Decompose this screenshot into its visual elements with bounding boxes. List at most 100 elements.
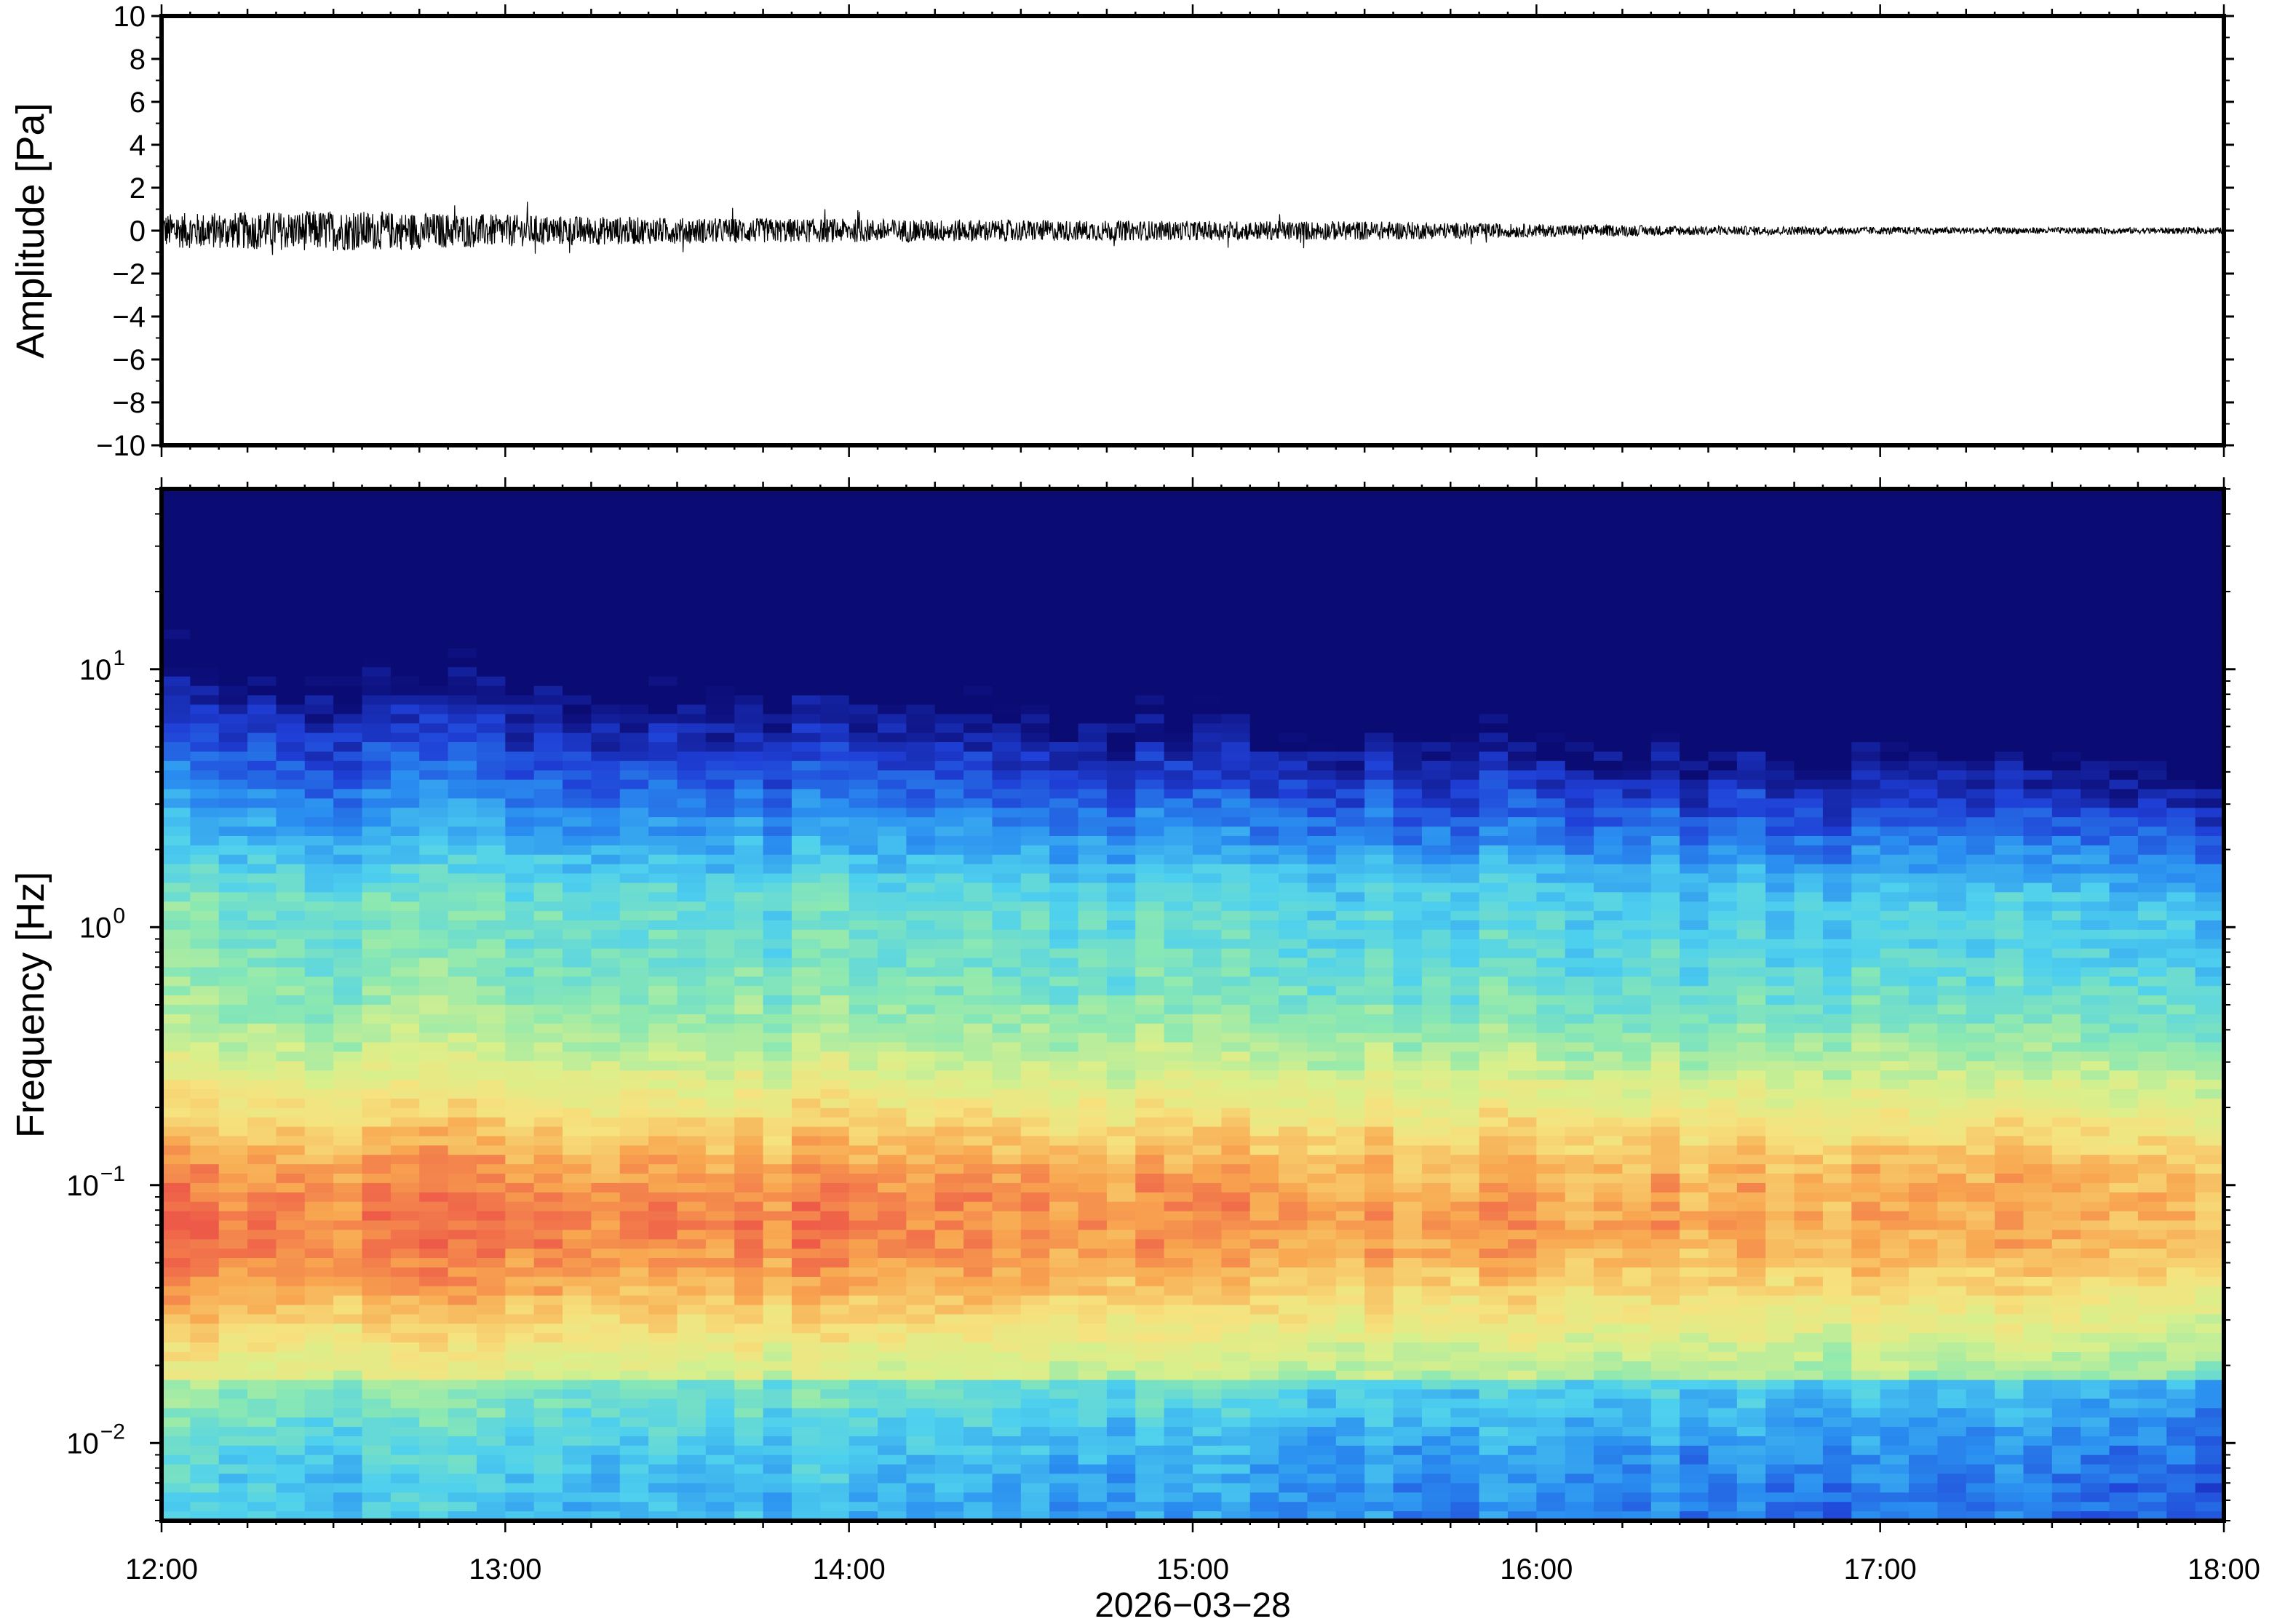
- spectrogram-cell: [505, 714, 535, 725]
- spectrogram-cell: [448, 854, 477, 865]
- spectrogram-cell: [734, 1427, 764, 1437]
- spectrogram-cell: [1135, 1295, 1165, 1306]
- spectrogram-cell: [878, 1117, 907, 1128]
- spectrogram-cell: [304, 1164, 334, 1174]
- spectrogram-cell: [820, 854, 850, 865]
- spectrogram-cell: [1307, 779, 1337, 790]
- spectrogram-cell: [677, 1080, 707, 1090]
- spectrogram-cell: [218, 1324, 248, 1334]
- spectrogram-cell: [476, 873, 506, 884]
- spectrogram-cell: [1335, 1070, 1365, 1080]
- spectrogram-cell: [992, 704, 1022, 715]
- spectrogram-cell: [963, 817, 993, 827]
- spectrogram-cell: [247, 779, 277, 790]
- spectrogram-cell: [591, 948, 621, 959]
- spectrogram-cell: [963, 1164, 993, 1174]
- spectrogram-cell: [992, 1230, 1022, 1241]
- spectrogram-cell: [849, 723, 878, 733]
- spectrogram-cell: [1335, 620, 1365, 631]
- spectrogram-cell: [1335, 1061, 1365, 1072]
- spectrogram-cell: [1135, 620, 1165, 631]
- spectrogram-cell: [591, 1155, 621, 1165]
- spectrogram-cell: [934, 1417, 964, 1428]
- spectrogram-cell: [934, 892, 964, 902]
- spectrogram-cell: [906, 1380, 936, 1390]
- spectrogram-cell: [1135, 873, 1165, 884]
- spectrogram-cell: [934, 967, 964, 978]
- spectrogram-cell: [992, 1286, 1022, 1297]
- spectrogram-cell: [1393, 1051, 1423, 1062]
- spectrogram-cell: [992, 1032, 1022, 1043]
- spectrogram-cell: [276, 892, 306, 902]
- spectrogram-cell: [190, 920, 220, 931]
- spectrogram-cell: [878, 911, 907, 921]
- spectrogram-cell: [1364, 1473, 1394, 1484]
- spectrogram-cell: [1164, 1098, 1193, 1109]
- spectrogram-cell: [1279, 760, 1308, 771]
- spectrogram-cell: [1393, 948, 1423, 959]
- spectrogram-cell: [1193, 958, 1223, 968]
- spectrogram-cell: [419, 948, 449, 959]
- spectrogram-cell: [362, 658, 392, 668]
- spectrogram-cell: [820, 517, 850, 528]
- spectrogram-cell: [677, 751, 707, 762]
- spectrogram-cell: [591, 1136, 621, 1147]
- spectrogram-cell: [763, 1454, 792, 1465]
- spectrogram-cell: [591, 582, 621, 593]
- spectrogram-cell: [304, 789, 334, 800]
- spectrogram-cell: [1020, 723, 1050, 733]
- spectrogram-cell: [1078, 995, 1108, 1006]
- spectrogram-cell: [1279, 1042, 1308, 1053]
- spectrogram-cell: [1249, 601, 1279, 612]
- spectrogram-cell: [362, 601, 392, 612]
- spectrogram-cell: [1307, 1249, 1337, 1259]
- spectrogram-cell: [362, 1380, 392, 1390]
- spectrogram-cell: [1307, 1005, 1337, 1015]
- spectrogram-cell: [878, 1408, 907, 1418]
- spectrogram-cell: [1078, 648, 1108, 658]
- spectrogram-cell: [705, 883, 736, 893]
- spectrogram-cell: [533, 901, 563, 912]
- spectrogram-cell: [563, 1089, 592, 1099]
- spectrogram-cell: [1221, 939, 1251, 950]
- spectrogram-cell: [734, 845, 764, 856]
- spectrogram-cell: [878, 1483, 907, 1494]
- spectrogram-cell: [1393, 760, 1423, 771]
- spectrogram-cell: [390, 666, 421, 677]
- spectrogram-cell: [563, 901, 592, 912]
- spectrogram-cell: [1135, 1032, 1165, 1043]
- spectrogram-cell: [1364, 1276, 1394, 1287]
- spectrogram-cell: [304, 1192, 334, 1203]
- spectrogram-cell: [218, 1051, 248, 1062]
- spectrogram-cell: [563, 1380, 592, 1390]
- spectrogram-cell: [1049, 1436, 1079, 1446]
- spectrogram-cell: [763, 770, 792, 781]
- spectrogram-cell: [820, 639, 850, 649]
- spectrogram-cell: [476, 1042, 506, 1053]
- spectrogram-cell: [1164, 1230, 1193, 1241]
- spectrogram-cell: [734, 1145, 764, 1156]
- spectrogram-cell: [1221, 920, 1251, 931]
- spectrogram-cell: [563, 995, 592, 1006]
- spectrogram-cell: [734, 723, 764, 733]
- spectrogram-cell: [1279, 714, 1308, 725]
- spectrogram-cell: [304, 1145, 334, 1156]
- spectrogram-cell: [1020, 1492, 1050, 1503]
- spectrogram-cell: [1135, 779, 1165, 790]
- spectrogram-cell: [591, 1145, 621, 1156]
- spectrogram-cell: [304, 1417, 334, 1428]
- spectrogram-cell: [1020, 1324, 1050, 1334]
- spectrogram-cell: [992, 658, 1022, 668]
- spectrogram-cell: [218, 995, 248, 1006]
- spectrogram-cell: [849, 1014, 878, 1024]
- spectrogram-cell: [304, 1032, 334, 1043]
- spectrogram-cell: [878, 1286, 907, 1297]
- spectrogram-cell: [1335, 958, 1365, 968]
- spectrogram-cell: [934, 1249, 964, 1259]
- spectrogram-cell: [1221, 1070, 1251, 1080]
- spectrogram-cell: [1020, 1286, 1050, 1297]
- spectrogram-cell: [190, 1324, 220, 1334]
- spectrogram-cell: [1335, 1305, 1365, 1315]
- spectrogram-cell: [390, 1089, 421, 1099]
- spectrogram-cell: [791, 1436, 822, 1446]
